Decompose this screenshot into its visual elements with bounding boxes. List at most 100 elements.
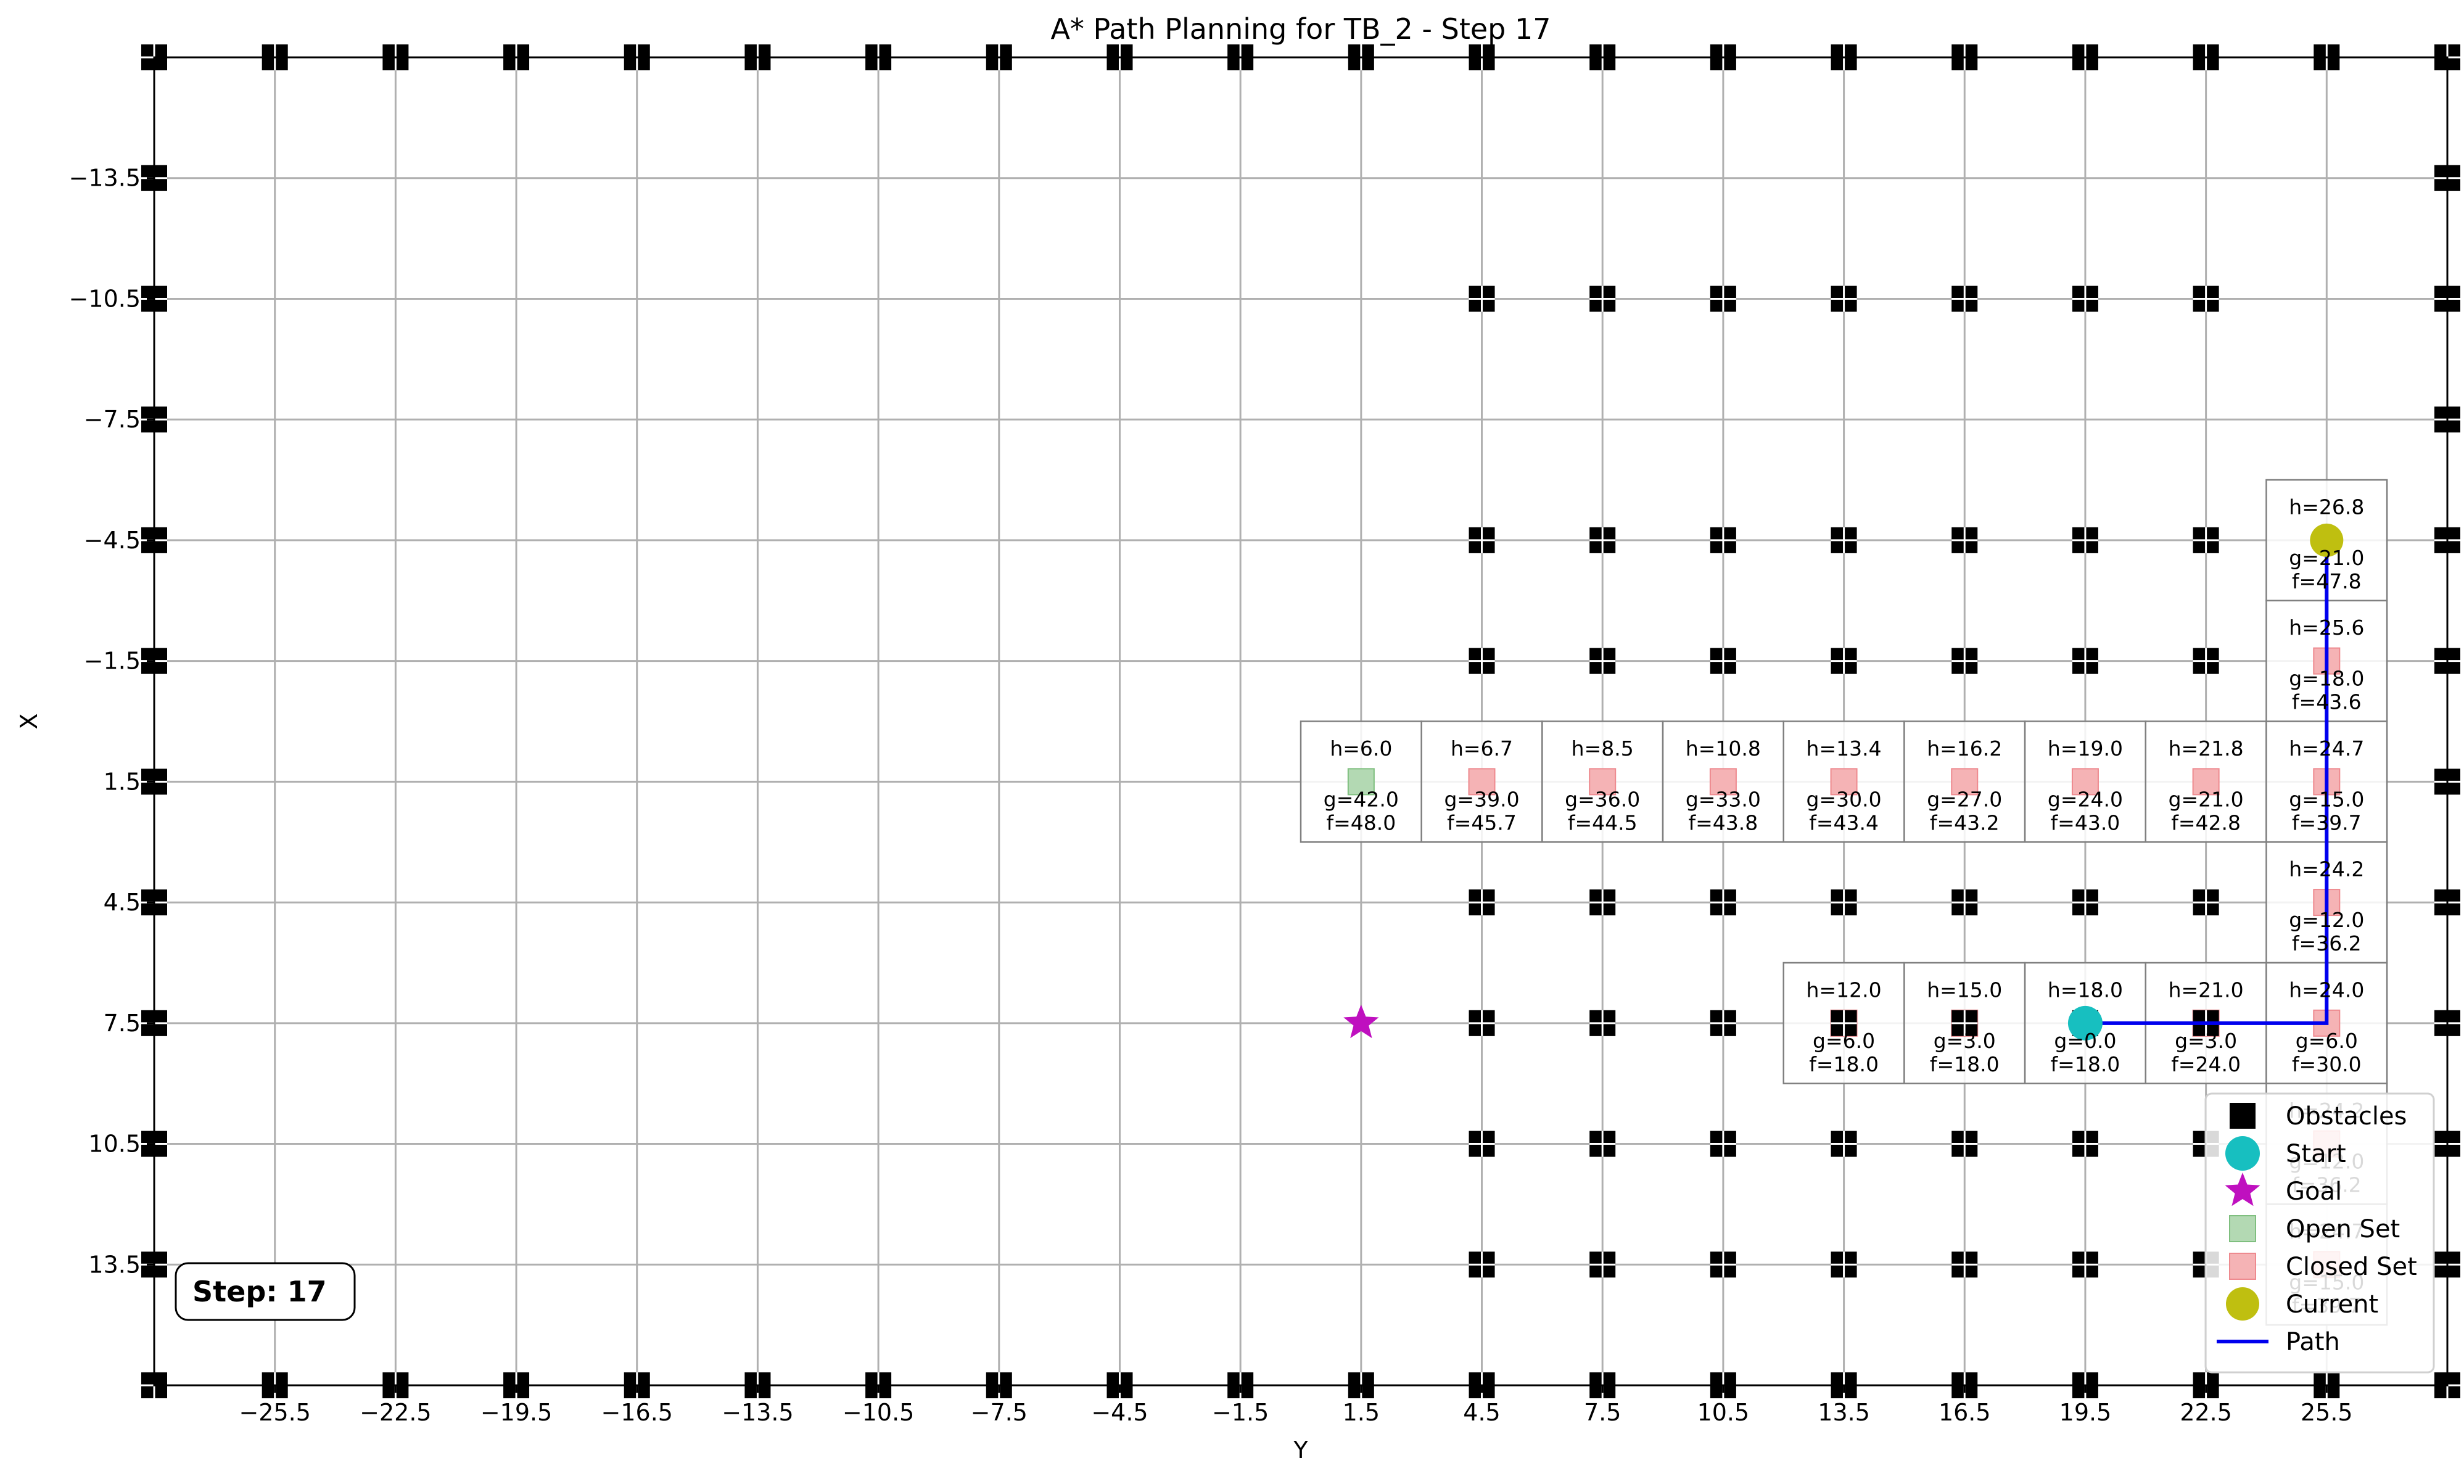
- cell-h-label: h=12.0: [1807, 978, 1882, 1002]
- x-tick-label: 22.5: [2180, 1399, 2232, 1426]
- y-tick-label: −4.5: [84, 527, 141, 554]
- cell-h-label: h=24.2: [2289, 857, 2364, 881]
- closed-set-marker: [1468, 768, 1496, 796]
- y-axis-label: X: [15, 713, 43, 729]
- cell-g-label: g=39.0: [1444, 787, 1519, 811]
- current-marker: [2310, 523, 2344, 557]
- legend-label-path: Path: [2286, 1328, 2340, 1356]
- step-badge: Step: 17: [175, 1262, 356, 1321]
- y-tick-label: 7.5: [104, 1010, 141, 1037]
- cell-g-label: g=21.0: [2169, 787, 2244, 811]
- cell-h-label: h=21.0: [2169, 978, 2244, 1002]
- x-tick-label: −7.5: [971, 1399, 1028, 1426]
- x-tick-label: −25.5: [239, 1399, 310, 1426]
- legend-current-swatch: [2226, 1287, 2259, 1321]
- legend-label-current: Current: [2286, 1290, 2378, 1319]
- path-layer: [2085, 540, 2329, 1025]
- x-axis-label: Y: [1293, 1437, 1308, 1464]
- start-marker: [2067, 1005, 2103, 1041]
- cell-h-label: h=8.5: [1572, 736, 1634, 761]
- legend-closed-swatch: [2229, 1253, 2256, 1280]
- cell-f-label: f=39.7: [2292, 810, 2362, 835]
- cell-f-label: f=24.0: [2171, 1052, 2241, 1076]
- y-tick-label: 4.5: [104, 889, 141, 916]
- y-tick-label: −1.5: [84, 648, 141, 675]
- legend-box: [2204, 1092, 2435, 1374]
- closed-set-marker: [2071, 768, 2099, 796]
- legend-label-goal: Goal: [2286, 1177, 2342, 1206]
- y-tick-label: 13.5: [88, 1251, 141, 1278]
- cell-g-label: g=21.0: [2289, 546, 2364, 570]
- cell-h-label: h=24.7: [2289, 736, 2364, 761]
- y-tick-label: −13.5: [69, 165, 141, 192]
- x-tick-label: −4.5: [1091, 1399, 1148, 1426]
- cell-f-label: f=47.8: [2292, 569, 2362, 593]
- x-tick-label: 13.5: [1818, 1399, 1870, 1426]
- cell-f-label: f=18.0: [1809, 1052, 1879, 1076]
- y-tick-label: 1.5: [104, 768, 141, 795]
- step-badge-label: Step: 17: [192, 1275, 327, 1308]
- closed-set-marker: [1589, 768, 1617, 796]
- cell-g-label: g=27.0: [1927, 787, 2002, 811]
- legend-obstacle-swatch: [2230, 1103, 2256, 1129]
- cell-g-label: g=33.0: [1686, 787, 1761, 811]
- cell-h-label: h=25.6: [2289, 616, 2364, 640]
- legend-label-closed: Closed Set: [2286, 1253, 2417, 1281]
- closed-set-marker: [1830, 768, 1858, 796]
- cell-f-label: f=18.0: [2051, 1052, 2120, 1076]
- legend-label-start: Start: [2286, 1140, 2346, 1168]
- legend-open-swatch: [2229, 1215, 2256, 1242]
- x-tick-label: −16.5: [601, 1399, 673, 1426]
- cell-h-label: h=24.0: [2289, 978, 2364, 1002]
- cell-h-label: h=18.0: [2048, 978, 2123, 1002]
- cell-g-label: g=30.0: [1807, 787, 1882, 811]
- closed-set-marker: [1709, 768, 1737, 796]
- x-tick-label: 25.5: [2301, 1399, 2353, 1426]
- cell-f-label: f=48.0: [1326, 810, 1396, 835]
- cell-f-label: f=44.5: [1568, 810, 1638, 835]
- cell-f-label: f=18.0: [1930, 1052, 2000, 1076]
- path-line: [2085, 540, 2329, 1025]
- cell-f-label: f=36.2: [2292, 931, 2362, 955]
- legend-goal-swatch: [2225, 1173, 2260, 1206]
- y-tick-label: 10.5: [88, 1131, 141, 1158]
- cell-f-label: f=43.6: [2292, 690, 2362, 714]
- x-tick-label: 4.5: [1463, 1399, 1500, 1426]
- cell-g-label: g=6.0: [1813, 1029, 1875, 1053]
- cell-f-label: f=30.0: [2292, 1052, 2362, 1076]
- y-tick-label: −7.5: [84, 406, 141, 433]
- cell-h-label: h=6.7: [1451, 736, 1513, 761]
- cell-f-label: f=43.2: [1930, 810, 2000, 835]
- step-badge-box: [175, 1262, 356, 1321]
- cell-g-label: g=15.0: [2289, 787, 2364, 811]
- x-tick-label: 19.5: [2059, 1399, 2112, 1426]
- cell-g-label: g=3.0: [2175, 1029, 2237, 1053]
- x-tick-label: −13.5: [722, 1399, 793, 1426]
- chart-title: A* Path Planning for TB_2 - Step 17: [1050, 12, 1551, 46]
- cell-f-label: f=43.8: [1689, 810, 1758, 835]
- cell-h-label: h=26.8: [2289, 495, 2364, 519]
- closed-set-marker: [2192, 768, 2220, 796]
- x-tick-label: 1.5: [1343, 1399, 1380, 1426]
- closed-set-marker: [1951, 768, 1979, 796]
- legend-label-obstacle: Obstacles: [2286, 1102, 2407, 1131]
- cell-h-label: h=21.8: [2169, 736, 2244, 761]
- cell-g-label: g=12.0: [2289, 908, 2364, 932]
- cell-h-label: h=19.0: [2048, 736, 2123, 761]
- cell-g-label: g=0.0: [2054, 1029, 2116, 1053]
- cell-h-label: h=6.0: [1330, 736, 1392, 761]
- open-set-marker: [1347, 768, 1375, 796]
- legend: Obstacles Start Goal Open Set Closed Set Curr…: [2204, 1092, 2435, 1374]
- x-tick-label: 16.5: [1939, 1399, 1991, 1426]
- cell-f-label: f=42.8: [2171, 810, 2241, 835]
- cell-g-label: g=42.0: [1324, 787, 1399, 811]
- cell-g-label: g=3.0: [1934, 1029, 1996, 1053]
- markers: [1343, 523, 2344, 1041]
- x-tick-label: 10.5: [1697, 1399, 1750, 1426]
- cell-f-label: f=45.7: [1447, 810, 1517, 835]
- x-tick-label: 7.5: [1584, 1399, 1621, 1426]
- x-tick-label: −1.5: [1212, 1399, 1269, 1426]
- y-tick-label: −10.5: [69, 285, 141, 312]
- legend-start-swatch: [2225, 1136, 2260, 1171]
